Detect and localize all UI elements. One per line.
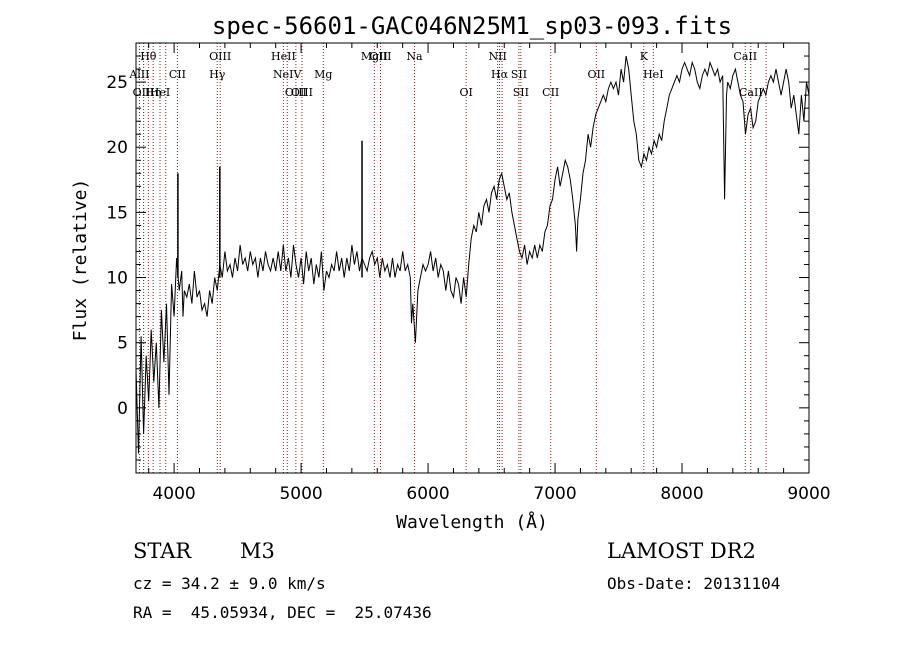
line-label-6: CII [169, 68, 186, 81]
line-label-24: OII [587, 68, 605, 81]
y-tick-label: 20 [106, 138, 128, 158]
line-label-19: Hα [491, 68, 509, 81]
line-label-1: OIII [133, 86, 155, 99]
line-label-7: Hγ [209, 68, 226, 81]
x-tick-label: 9000 [787, 484, 830, 504]
line-label-26: K [640, 50, 649, 63]
x-tick-label: 5000 [279, 484, 322, 504]
x-tick-label: 8000 [660, 484, 703, 504]
spectrum-chart: spec-56601-GAC046N25M1_sp03-093.fits AlI… [70, 12, 831, 533]
line-label-21: SII [511, 68, 527, 81]
y-tick-label: 5 [117, 334, 128, 354]
y-axis-label: Flux (relative) [70, 179, 91, 342]
line-label-14: MgII [361, 50, 388, 63]
line-label-9: HeII [271, 50, 296, 63]
line-label-15: OIII [369, 50, 391, 63]
line-label-13: Mg [314, 68, 332, 81]
y-axis: 0 5 10 15 20 25 [106, 42, 809, 474]
line-label-18: NII [488, 50, 506, 63]
line-label-2: Hθ [140, 50, 157, 63]
line-label-27: CaII [733, 50, 757, 63]
line-label-17: OI [459, 86, 472, 99]
y-tick-label: 10 [106, 269, 128, 289]
line-label-3: Hη [145, 86, 161, 99]
line-label-23: CII [542, 86, 559, 99]
object-subclass: M3 [240, 539, 275, 563]
object-class: STAR [133, 539, 192, 563]
emission-line-markers [138, 43, 767, 473]
x-axis: 4000 5000 6000 7000 8000 9000 [148, 43, 831, 504]
x-tick-label: 6000 [406, 484, 449, 504]
survey-name: LAMOST DR2 [607, 539, 756, 563]
line-label-0: AlII [128, 68, 149, 81]
y-tick-label: 25 [106, 73, 128, 93]
observation-date: Obs-Date: 20131104 [607, 574, 781, 593]
x-tick-label: 7000 [533, 484, 576, 504]
spectrum-line [135, 55, 810, 454]
line-label-22: SII [513, 86, 529, 99]
line-label-28: CaII [739, 86, 763, 99]
x-axis-label: Wavelength (Å) [396, 511, 548, 533]
y-tick-label: 0 [117, 399, 128, 419]
y-tick-label: 15 [106, 203, 128, 223]
line-label-11: OIII [285, 86, 307, 99]
x-tick-label: 4000 [152, 484, 195, 504]
line-label-25: HeI [643, 68, 663, 81]
chart-title: spec-56601-GAC046N25M1_sp03-093.fits [212, 12, 732, 40]
line-label-10: NeIV [273, 68, 302, 81]
plot-frame [135, 42, 810, 474]
line-label-8: OIII [209, 50, 231, 63]
line-label-16: Na [406, 50, 423, 63]
line-label-12: OIII [291, 86, 313, 99]
line-label-4: HeI [150, 86, 170, 99]
redshift-velocity: cz = 34.2 ± 9.0 km/s [133, 574, 326, 593]
spectrum-plot [135, 55, 810, 454]
ra-dec-coordinates: RA = 45.05934, DEC = 25.07436 [133, 603, 432, 622]
